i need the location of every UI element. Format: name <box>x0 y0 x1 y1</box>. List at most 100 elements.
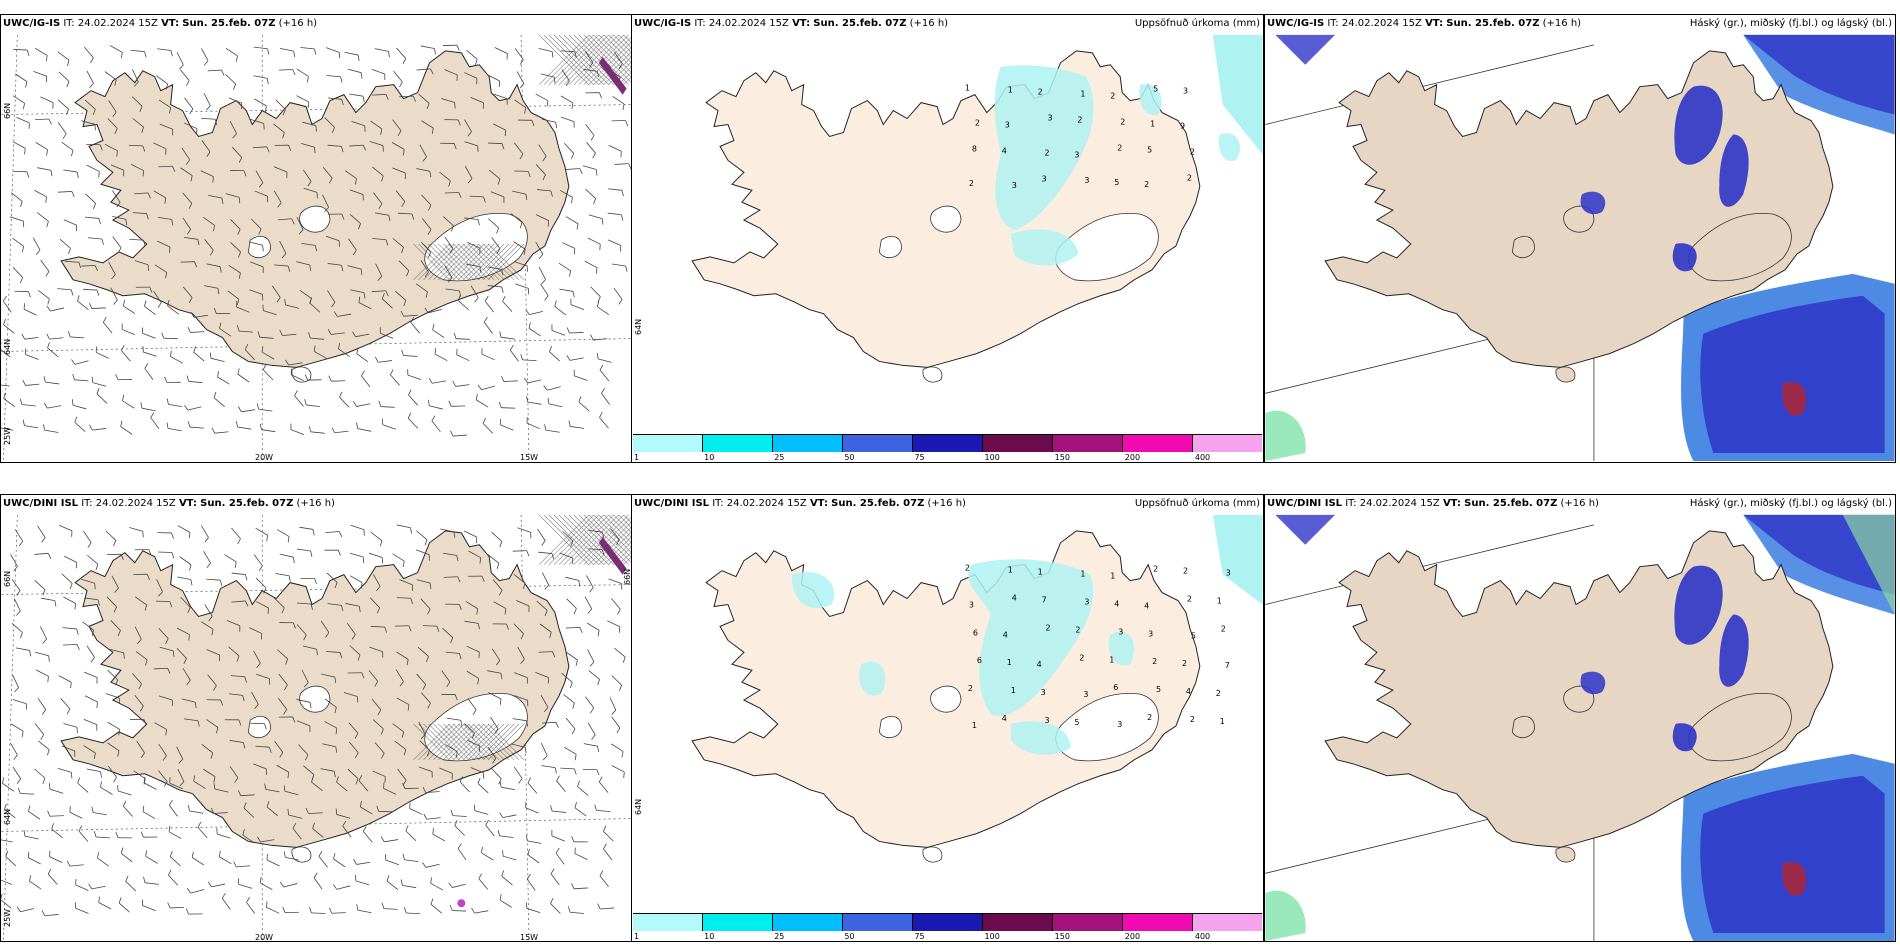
wind-barb <box>611 716 621 729</box>
wind-barb-feather <box>354 732 359 739</box>
projection-line <box>1265 44 1595 125</box>
wind-barb-feather <box>187 805 190 812</box>
wind-barb <box>107 721 120 730</box>
wind-barb <box>587 722 596 736</box>
wind-barb-feather <box>358 775 363 781</box>
hatch-line <box>618 71 631 85</box>
wind-barb-feather <box>388 51 390 58</box>
low-cloud-area <box>1580 671 1606 695</box>
wind-barb-feather <box>208 616 213 622</box>
wind-barb-feather <box>543 706 549 713</box>
wind-barb-feather <box>547 397 550 404</box>
wind-barb <box>363 831 373 843</box>
wind-barb <box>327 144 342 147</box>
precip-value: 2 <box>968 684 973 693</box>
wind-barb <box>509 349 519 362</box>
wind-barb <box>491 768 502 780</box>
wind-barb-feather <box>245 574 248 581</box>
wind-barb-feather <box>292 822 297 829</box>
wind-barb <box>208 194 222 199</box>
wind-barb-feather <box>331 127 335 134</box>
wind-barb-feather <box>524 747 527 754</box>
wind-barb <box>446 717 461 721</box>
wind-barb-feather <box>262 364 267 370</box>
wind-barb <box>156 75 168 85</box>
wind-barb-feather <box>338 531 343 538</box>
precip-areas <box>994 65 1241 266</box>
colorbar-tick-label: 150 <box>1054 932 1070 941</box>
wind-barb <box>410 322 420 334</box>
wind-barb-feather <box>483 196 486 203</box>
wind-barb <box>229 766 239 778</box>
wind-barb-feather <box>113 777 117 783</box>
wind-barb <box>308 812 323 815</box>
wind-barb-feather <box>453 332 457 339</box>
wind-barb <box>204 239 214 251</box>
wind-barb <box>357 909 372 914</box>
wind-barb <box>57 51 70 61</box>
wind-barb <box>49 788 64 794</box>
wind-barb-feather <box>324 207 329 213</box>
wind-barb-feather <box>481 575 485 582</box>
wind-barb <box>491 531 503 542</box>
wind-barb <box>485 824 495 837</box>
wind-barb-feather <box>190 312 195 318</box>
wind-barb-feather <box>499 331 502 338</box>
wind-barb-feather <box>482 417 486 424</box>
hatch-line <box>468 243 505 280</box>
wind-barb-feather <box>403 907 407 914</box>
hatch-line <box>568 514 619 565</box>
precip-value: 2 <box>1152 657 1157 666</box>
colorbar-segment <box>633 435 703 452</box>
wind-barb-feather <box>427 702 431 709</box>
wind-barb-feather <box>549 632 552 639</box>
wind-barb <box>108 100 117 113</box>
wind-barb-feather <box>597 352 599 359</box>
wind-barb-feather <box>361 370 365 377</box>
wind-barb <box>86 164 100 172</box>
wind-barb <box>69 811 83 819</box>
wind-barb <box>50 307 65 312</box>
wind-barb <box>383 787 397 795</box>
wind-barb <box>74 422 86 432</box>
wind-barb-feather <box>448 277 453 283</box>
wind-barb <box>104 143 118 152</box>
wind-barb-feather <box>186 888 192 894</box>
wind-barb <box>132 673 142 685</box>
wind-barb-feather <box>305 754 309 761</box>
wind-barb-feather <box>446 681 451 688</box>
wind-barb-feather <box>358 606 361 613</box>
wind-barb <box>74 360 89 365</box>
wind-barb-feather <box>578 580 581 587</box>
wind-barb <box>10 554 18 567</box>
wind-barb <box>97 857 109 867</box>
wind-barb <box>418 766 433 772</box>
wind-barb-feather <box>554 767 557 774</box>
wind-barb-feather <box>506 623 509 630</box>
wind-barb <box>313 877 323 890</box>
precip-value: 3 <box>1083 690 1088 699</box>
wind-barb <box>25 383 40 386</box>
precip-value: 6 <box>1113 683 1118 692</box>
wind-barb <box>440 528 455 533</box>
wind-barb <box>403 314 418 317</box>
wind-barb-feather <box>623 772 625 779</box>
wind-barb <box>85 216 99 219</box>
wind-barb-feather <box>178 758 184 764</box>
precip-value: 5 <box>1114 178 1119 187</box>
wind-barb-feather <box>457 576 461 583</box>
wind-barb <box>25 354 39 360</box>
wind-barb <box>24 337 39 340</box>
wind-barb <box>372 719 384 730</box>
wind-barb-feather <box>436 625 440 632</box>
wind-barb-feather <box>194 702 197 709</box>
wind-barb <box>371 93 386 96</box>
wind-barb <box>570 304 585 310</box>
wind-barb-feather <box>233 861 237 868</box>
wind-barb-feather <box>140 402 143 409</box>
precip-map-panel-top: UWC/IG-IS IT: 24.02.2024 15Z VT: Sun. 25… <box>631 14 1264 463</box>
wind-barb <box>13 170 27 173</box>
wind-barb <box>603 848 613 861</box>
hatch-line <box>593 47 631 85</box>
wind-barb-feather <box>140 831 144 838</box>
